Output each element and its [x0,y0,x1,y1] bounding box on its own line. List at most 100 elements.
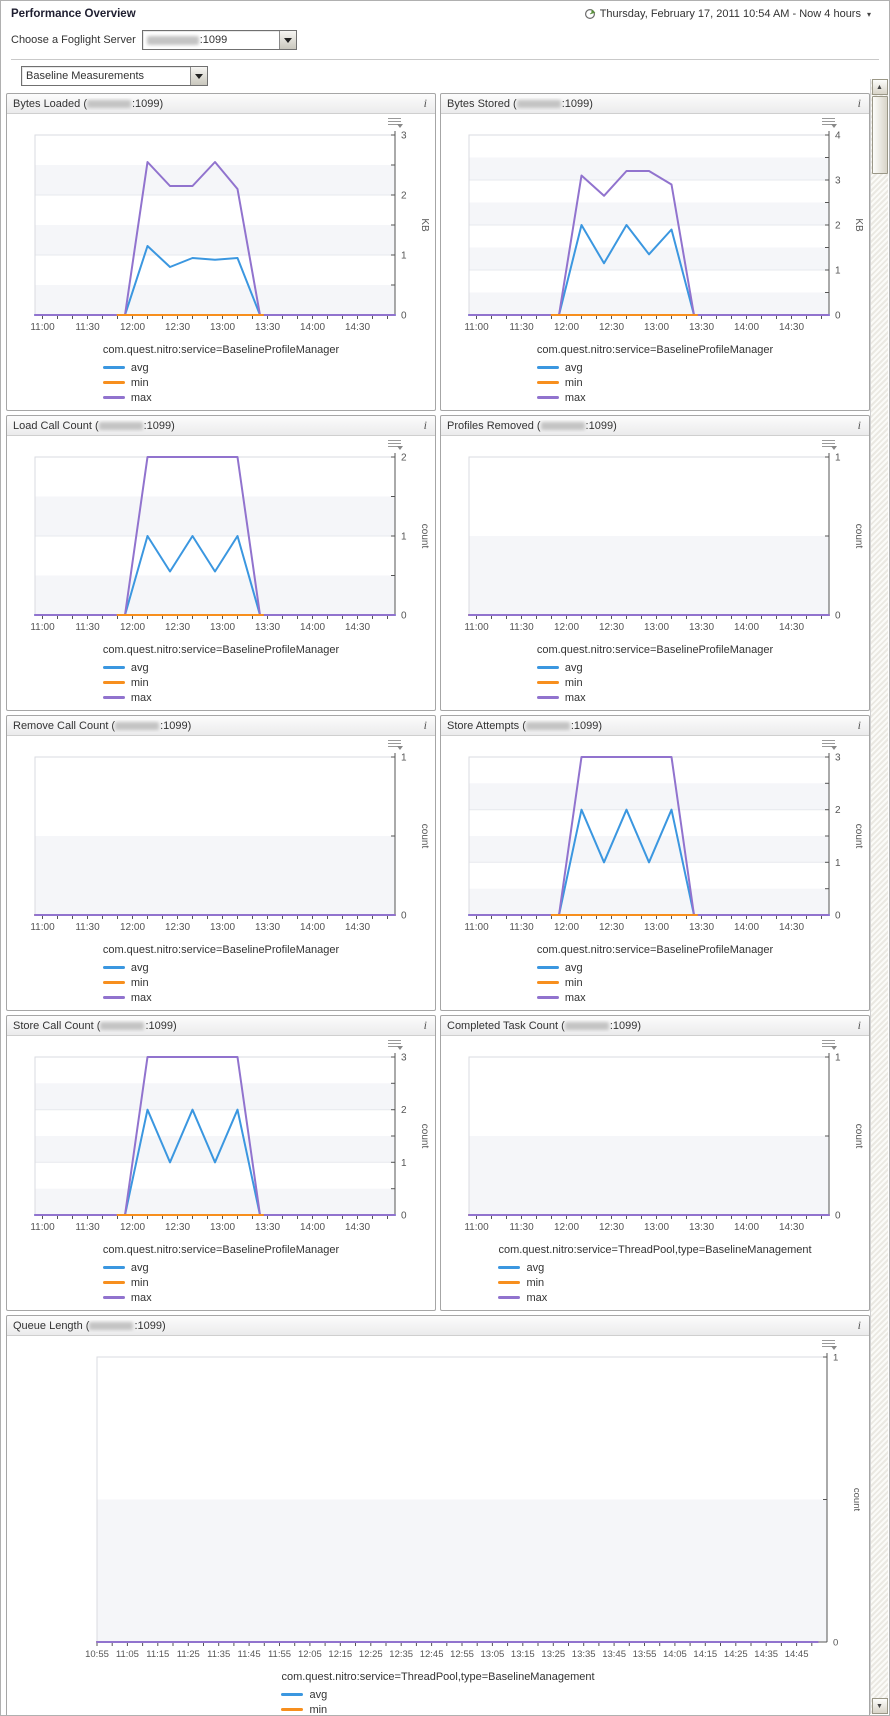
line-chart: 11:00 11:30 12:00 12:30 13:00 13:30 14:00 14:30… [30,131,430,334]
view-select[interactable]: Baseline Measurements [21,66,208,86]
svg-text:14:30: 14:30 [779,322,804,333]
max-swatch-icon [536,396,559,399]
info-icon[interactable]: i [857,418,861,432]
chart-options-icon[interactable] [822,440,837,450]
time-range-control[interactable]: Thursday, February 17, 2011 10:54 AM - N… [584,8,871,20]
svg-text:13:00: 13:00 [210,1222,235,1233]
panel-body: 11:00 11:30 12:00 12:30 13:00 13:30 14:00 14:30… [441,436,869,710]
chart-options-icon[interactable] [822,118,837,128]
vertical-scrollbar[interactable]: ▲ ▼ [870,79,888,1714]
svg-text:1: 1 [835,1053,841,1064]
chart-legend: com.quest.nitro:service=BaselineProfileM… [102,344,339,405]
view-select-arrow-icon[interactable] [190,67,207,85]
svg-text:0: 0 [835,311,841,322]
svg-text:0: 0 [835,611,841,622]
server-select-arrow-icon[interactable] [278,31,296,49]
legend-entry-avg: avg [536,960,773,975]
svg-text:11:30: 11:30 [509,622,534,633]
panel-grid: Bytes Loaded (:1099) i 11:00 11:30 12:00 12… [6,93,870,1715]
svg-text:13:30: 13:30 [255,1222,280,1233]
max-swatch-icon [498,1296,521,1299]
info-icon[interactable]: i [857,1318,861,1332]
info-icon[interactable]: i [423,718,427,732]
legend-service-name: com.quest.nitro:service=BaselineProfileM… [102,644,340,656]
legend-entry-min: min [536,675,773,690]
panel-title: Queue Length (:1099) [13,1319,166,1332]
svg-text:11:00: 11:00 [464,1222,489,1233]
max-swatch-icon [102,996,125,999]
legend-entry-min: min [102,675,339,690]
panel-body: 10:55 11:05 11:15 11:25 11:35 11:45 11:55 12:05… [7,1336,869,1715]
min-swatch-icon [102,1281,125,1284]
chart-options-icon[interactable] [388,740,403,750]
avg-swatch-icon [536,666,559,669]
legend-service-name: com.quest.nitro:service=BaselineProfileM… [102,944,340,956]
panel-title-bar: Load Call Count (:1099) i [7,416,435,436]
chart-panel-completed-task-count: Completed Task Count (:1099) i 11:00 11:3… [440,1015,870,1311]
legend-entry-max: max [102,390,339,405]
svg-text:11:00: 11:00 [30,922,55,933]
chart-options-icon[interactable] [822,740,837,750]
panel-body: 11:00 11:30 12:00 12:30 13:00 13:30 14:00 14:30… [7,114,435,410]
svg-text:14:25: 14:25 [724,1649,748,1660]
legend-service-name: com.quest.nitro:service=BaselineProfileM… [536,944,774,956]
chart-options-icon[interactable] [388,440,403,450]
chart-legend: com.quest.nitro:service=BaselineProfileM… [536,644,773,705]
svg-text:13:35: 13:35 [572,1649,596,1660]
legend-entry-min: min [102,975,339,990]
view-select-value: Baseline Measurements [26,70,145,82]
info-icon[interactable]: i [423,96,427,110]
info-icon[interactable]: i [423,418,427,432]
info-icon[interactable]: i [857,96,861,110]
server-port: :1099 [199,34,228,46]
svg-text:2: 2 [835,805,841,816]
legend-entry-min: min [536,375,773,390]
line-chart: 10:55 11:05 11:15 11:25 11:35 11:45 11:55 12:05… [85,1353,862,1661]
svg-text:11:30: 11:30 [509,922,534,933]
time-range-icon [584,8,596,20]
svg-text:2: 2 [401,191,407,202]
chart-legend: com.quest.nitro:service=ThreadPool,type=… [498,1244,812,1305]
svg-text:14:30: 14:30 [345,322,370,333]
info-icon[interactable]: i [423,1018,427,1032]
max-swatch-icon [536,996,559,999]
server-select[interactable]: :1099 [141,30,297,50]
chart-options-icon[interactable] [822,1340,837,1350]
svg-text:2: 2 [401,453,407,464]
panel-title-bar: Completed Task Count (:1099) i [441,1016,869,1036]
svg-text:14:00: 14:00 [300,1222,325,1233]
scrollbar-up-icon[interactable]: ▲ [871,79,888,95]
info-icon[interactable]: i [857,1018,861,1032]
svg-text:14:30: 14:30 [345,922,370,933]
scrollbar-thumb[interactable] [871,96,888,174]
chart-options-icon[interactable] [388,1040,403,1050]
svg-text:count: count [419,824,430,849]
svg-text:KB: KB [419,218,430,232]
panel-title: Store Attempts (:1099) [447,719,603,732]
header-divider [11,59,879,60]
svg-text:10:55: 10:55 [85,1649,109,1660]
server-name-redacted [540,421,585,430]
server-name-redacted [87,99,131,108]
scrollbar-down-icon[interactable]: ▼ [871,1698,888,1714]
svg-text:0: 0 [401,911,407,922]
info-icon[interactable]: i [857,718,861,732]
svg-text:count: count [851,1488,862,1512]
panel-body: 11:00 11:30 12:00 12:30 13:00 13:30 14:00 14:30… [441,114,869,410]
legend-entry-avg: avg [536,660,773,675]
chart-options-icon[interactable] [822,1040,837,1050]
avg-swatch-icon [536,366,559,369]
svg-text:0: 0 [401,611,407,622]
legend-entry-min: min [498,1275,811,1290]
svg-text:12:45: 12:45 [420,1649,444,1660]
legend-entry-avg: avg [102,960,339,975]
svg-text:13:25: 13:25 [541,1649,565,1660]
server-select-label: Choose a Foglight Server [11,34,136,46]
svg-text:13:30: 13:30 [255,622,280,633]
max-swatch-icon [536,696,559,699]
legend-entry-avg: avg [281,1687,594,1702]
legend-entry-max: max [536,990,773,1005]
svg-text:KB: KB [853,218,864,232]
chart-options-icon[interactable] [388,118,403,128]
